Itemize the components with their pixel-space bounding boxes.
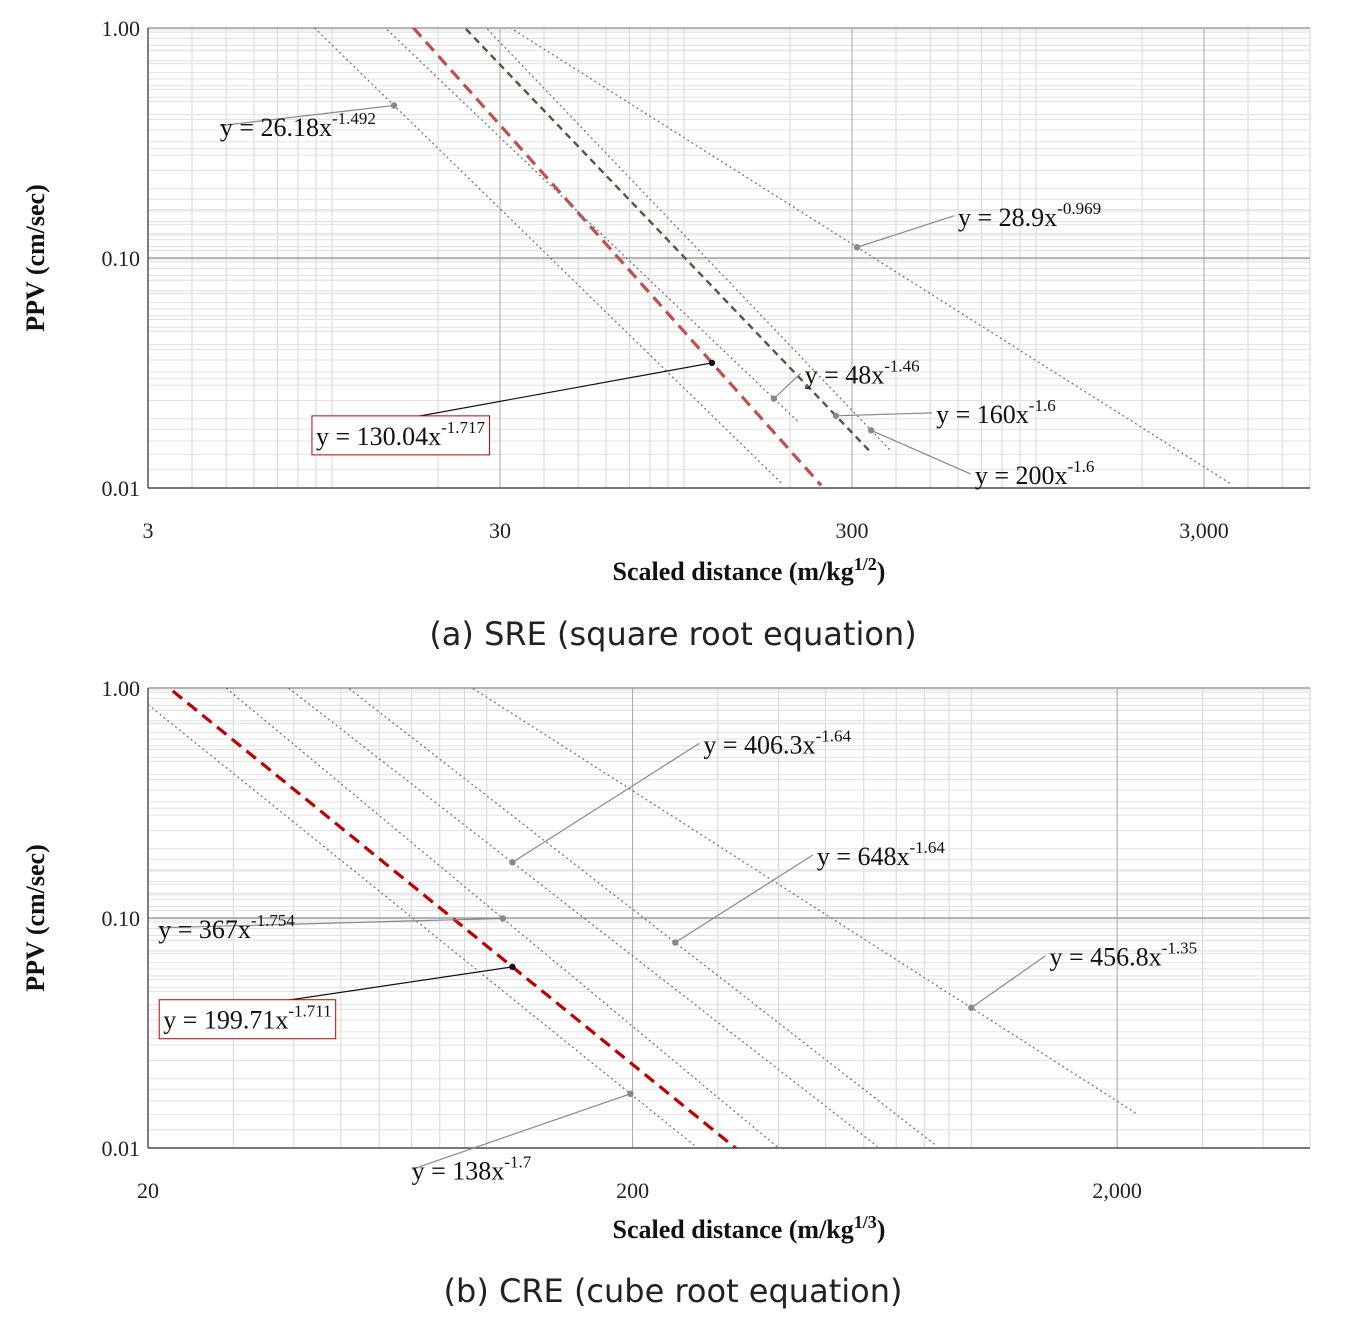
series-line-2	[171, 689, 739, 1148]
callout-leader	[773, 372, 802, 400]
callout-leader	[870, 429, 972, 475]
series-marker	[708, 359, 716, 367]
equation-label: y = 200x-1.6	[975, 457, 1095, 490]
x-tick-label: 3	[143, 518, 154, 543]
series-marker	[672, 939, 679, 946]
equation-label: y = 26.18x-1.492	[220, 109, 376, 142]
series-line-1	[313, 28, 783, 485]
x-tick-label: 20	[137, 1178, 159, 1203]
series-line-1	[148, 703, 697, 1148]
tick-labels: 0.01 0.10 1.00 3 30 300 3,000	[102, 16, 1229, 543]
series-line-4	[288, 688, 878, 1148]
series-lines	[313, 28, 1233, 487]
callout-leader	[674, 854, 814, 944]
series-marker	[390, 102, 398, 109]
callout-leader	[158, 917, 503, 929]
equation-label: y = 456.8x-1.35	[1049, 939, 1197, 972]
callout-leader	[512, 742, 700, 863]
chart-panel-cre: y = 138x-1.7 y = 199.71x-1.711 y = 367x-1.…	[21, 676, 1311, 1310]
x-axis-label: Scaled distance (m/kg1/2)	[613, 554, 886, 586]
series-line-3	[384, 28, 798, 422]
equation-label: y = 48x-1.46	[805, 356, 920, 389]
series-marker	[853, 244, 861, 251]
series-marker	[499, 915, 507, 922]
y-tick-label: 0.10	[102, 246, 141, 271]
series-line-5	[348, 688, 938, 1147]
highlight-box	[311, 415, 491, 456]
chart-caption: (a) SRE (square root equation)	[429, 615, 916, 653]
highlight-box	[158, 999, 337, 1040]
minor-gridlines	[147, 688, 1311, 1149]
x-axis-label: Scaled distance (m/kg1/3)	[613, 1212, 886, 1244]
equation-label: y = 406.3x-1.64	[703, 726, 851, 759]
major-gridlines	[147, 27, 1310, 489]
series-marker	[832, 412, 840, 419]
callout-leader	[411, 1093, 631, 1171]
equation-callouts: y = 26.18x-1.492 y = 130.04x-1.717 y = 48x…	[219, 102, 1101, 490]
equation-label: y = 367x-1.754	[158, 911, 295, 944]
x-tick-label: 2,000	[1092, 1178, 1142, 1203]
y-tick-label: 0.01	[102, 476, 141, 501]
series-marker	[867, 427, 875, 434]
major-gridlines	[147, 687, 1310, 1149]
equation-label: y = 160x-1.6	[936, 396, 1056, 429]
series-marker	[509, 963, 516, 971]
equation-label: y = 648x-1.64	[817, 838, 946, 871]
y-tick-label: 0.01	[102, 1136, 141, 1161]
y-tick-label: 1.00	[102, 16, 141, 41]
equation-label: y = 28.9x-0.969	[958, 199, 1101, 232]
y-tick-label: 1.00	[102, 676, 141, 701]
y-tick-label: 0.10	[102, 906, 141, 931]
callout-leader	[856, 215, 955, 248]
y-axis-label: PPV (cm/sec)	[21, 844, 50, 992]
series-line-6	[471, 688, 1138, 1115]
equation-label: y = 138x-1.7	[412, 1152, 532, 1185]
series-marker	[968, 1004, 975, 1011]
x-tick-label: 200	[616, 1178, 649, 1203]
x-tick-label: 3,000	[1179, 518, 1229, 543]
callout-leader	[219, 104, 395, 127]
equation-callouts: y = 138x-1.7 y = 199.71x-1.711 y = 367x-1.…	[158, 726, 1197, 1185]
series-marker	[509, 859, 516, 866]
series-line-4	[465, 28, 873, 454]
series-lines	[148, 688, 1138, 1148]
tick-labels: 0.01 0.10 1.00 20 200 2,000	[102, 676, 1142, 1203]
series-marker	[627, 1090, 634, 1098]
series-line-2	[412, 28, 823, 487]
callout-leader	[970, 955, 1046, 1009]
series-marker	[770, 395, 778, 402]
equation-label: y = 130.04x-1.717	[316, 418, 486, 451]
chart-caption: (b) CRE (cube root equation)	[444, 1272, 903, 1310]
x-tick-label: 300	[836, 518, 869, 543]
x-tick-label: 30	[489, 518, 511, 543]
equation-label: y = 199.71x-1.711	[163, 1002, 331, 1035]
y-axis-label: PPV (cm/sec)	[21, 184, 50, 332]
chart-panel-sre: y = 26.18x-1.492 y = 130.04x-1.717 y = 48x…	[21, 16, 1311, 653]
callout-leader	[835, 412, 933, 417]
